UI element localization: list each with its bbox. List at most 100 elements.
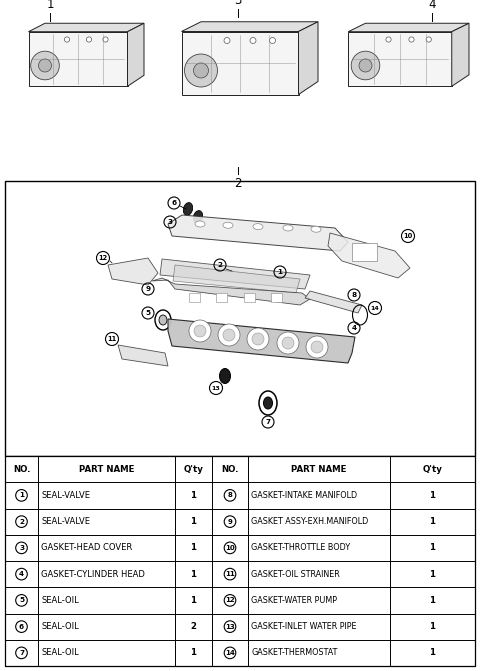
- Text: NO.: NO.: [13, 464, 30, 474]
- Circle shape: [103, 37, 108, 42]
- Polygon shape: [160, 259, 310, 289]
- Ellipse shape: [311, 226, 321, 232]
- Text: 2: 2: [217, 262, 223, 268]
- Bar: [271, 293, 282, 302]
- Polygon shape: [108, 258, 158, 285]
- Text: 3: 3: [234, 0, 242, 7]
- Bar: [216, 293, 227, 302]
- Text: GASKET ASSY-EXH.MANIFOLD: GASKET ASSY-EXH.MANIFOLD: [251, 517, 368, 526]
- Circle shape: [386, 37, 391, 42]
- Circle shape: [38, 59, 51, 72]
- Polygon shape: [173, 265, 300, 293]
- Text: 1: 1: [191, 544, 196, 552]
- Ellipse shape: [193, 211, 203, 223]
- Circle shape: [252, 333, 264, 345]
- Text: 4: 4: [351, 325, 357, 331]
- Text: 8: 8: [351, 292, 357, 298]
- Polygon shape: [118, 345, 168, 366]
- Text: 1: 1: [191, 491, 196, 500]
- Text: GASKET-CYLINDER HEAD: GASKET-CYLINDER HEAD: [41, 570, 145, 578]
- Bar: [181, 32, 299, 95]
- Text: 13: 13: [225, 623, 235, 629]
- Text: 9: 9: [228, 519, 232, 525]
- Text: 7: 7: [265, 419, 271, 425]
- Text: 14: 14: [225, 650, 235, 656]
- Polygon shape: [348, 23, 469, 32]
- Text: 8: 8: [228, 493, 232, 499]
- Polygon shape: [299, 21, 318, 95]
- Bar: [244, 293, 255, 302]
- Text: SEAL-VALVE: SEAL-VALVE: [41, 517, 90, 526]
- Circle shape: [218, 324, 240, 346]
- Text: 1: 1: [430, 517, 435, 526]
- Circle shape: [282, 337, 294, 349]
- Text: 3: 3: [19, 545, 24, 551]
- Text: 1: 1: [191, 596, 196, 605]
- Text: 1: 1: [430, 570, 435, 578]
- Text: 1: 1: [191, 570, 196, 578]
- Ellipse shape: [253, 223, 263, 229]
- Bar: [348, 32, 452, 87]
- Text: 2: 2: [234, 177, 242, 190]
- Text: 4: 4: [19, 571, 24, 577]
- Polygon shape: [452, 23, 469, 87]
- Text: 5: 5: [19, 597, 24, 603]
- Text: 1: 1: [46, 0, 54, 11]
- Text: 13: 13: [212, 386, 220, 391]
- Bar: [189, 293, 200, 302]
- Polygon shape: [28, 23, 144, 32]
- Text: 6: 6: [19, 623, 24, 629]
- Text: 12: 12: [225, 597, 235, 603]
- Text: 12: 12: [98, 255, 108, 261]
- Circle shape: [247, 328, 269, 350]
- Ellipse shape: [283, 225, 293, 231]
- Ellipse shape: [155, 310, 171, 330]
- Text: 2: 2: [191, 622, 196, 631]
- Ellipse shape: [219, 368, 230, 384]
- Ellipse shape: [159, 315, 167, 325]
- Text: 9: 9: [145, 286, 151, 292]
- Polygon shape: [328, 233, 410, 278]
- Text: GASKET-THERMOSTAT: GASKET-THERMOSTAT: [251, 648, 337, 658]
- Circle shape: [224, 38, 230, 44]
- Text: GASKET-WATER PUMP: GASKET-WATER PUMP: [251, 596, 337, 605]
- Circle shape: [189, 320, 211, 342]
- Text: PART NAME: PART NAME: [79, 464, 134, 474]
- Bar: [352, 243, 377, 261]
- Text: 1: 1: [191, 517, 196, 526]
- Polygon shape: [168, 319, 355, 363]
- Circle shape: [184, 54, 217, 87]
- Text: GASKET-INLET WATER PIPE: GASKET-INLET WATER PIPE: [251, 622, 357, 631]
- Circle shape: [86, 37, 92, 42]
- Polygon shape: [146, 363, 362, 418]
- Text: 4: 4: [428, 0, 436, 11]
- Ellipse shape: [223, 222, 233, 228]
- Text: 6: 6: [171, 200, 177, 206]
- Text: SEAL-VALVE: SEAL-VALVE: [41, 491, 90, 500]
- Text: GASKET-THROTTLE BODY: GASKET-THROTTLE BODY: [251, 544, 350, 552]
- Circle shape: [194, 325, 206, 337]
- Circle shape: [351, 51, 380, 80]
- Bar: [28, 32, 128, 87]
- Text: 5: 5: [145, 310, 151, 316]
- Text: 10: 10: [403, 233, 413, 239]
- Text: SEAL-OIL: SEAL-OIL: [41, 596, 79, 605]
- Text: NO.: NO.: [221, 464, 239, 474]
- Ellipse shape: [195, 221, 205, 227]
- Polygon shape: [168, 215, 348, 251]
- Text: 1: 1: [19, 493, 24, 499]
- Circle shape: [409, 37, 414, 42]
- Circle shape: [269, 38, 276, 44]
- Text: 14: 14: [371, 305, 379, 311]
- Text: 11: 11: [225, 571, 235, 577]
- Text: 7: 7: [19, 650, 24, 656]
- Circle shape: [250, 38, 256, 44]
- Polygon shape: [128, 23, 144, 87]
- Text: SEAL-OIL: SEAL-OIL: [41, 622, 79, 631]
- Text: 1: 1: [430, 622, 435, 631]
- Polygon shape: [305, 291, 362, 313]
- Text: 1: 1: [277, 269, 283, 275]
- Text: 2: 2: [19, 519, 24, 525]
- Circle shape: [193, 63, 208, 78]
- Bar: [5, 456, 475, 666]
